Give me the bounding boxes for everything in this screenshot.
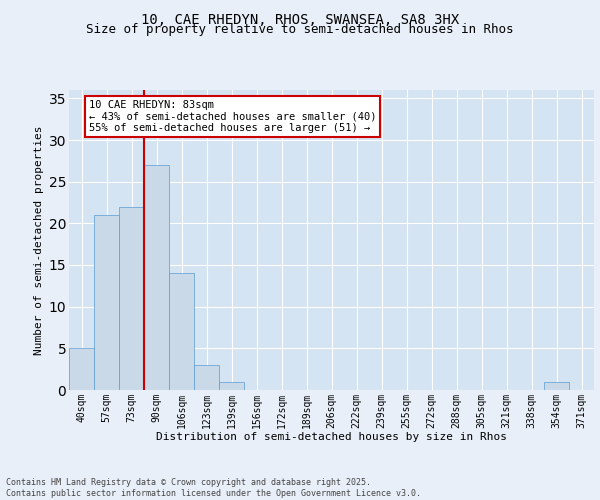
- Bar: [194, 365, 219, 390]
- Text: Size of property relative to semi-detached houses in Rhos: Size of property relative to semi-detach…: [86, 22, 514, 36]
- Bar: [69, 348, 94, 390]
- Bar: [144, 165, 169, 390]
- Bar: [544, 382, 569, 390]
- Text: 10, CAE RHEDYN, RHOS, SWANSEA, SA8 3HX: 10, CAE RHEDYN, RHOS, SWANSEA, SA8 3HX: [141, 12, 459, 26]
- Y-axis label: Number of semi-detached properties: Number of semi-detached properties: [34, 125, 44, 355]
- Bar: [219, 382, 244, 390]
- Bar: [119, 206, 144, 390]
- Bar: [94, 215, 119, 390]
- X-axis label: Distribution of semi-detached houses by size in Rhos: Distribution of semi-detached houses by …: [156, 432, 507, 442]
- Text: Contains HM Land Registry data © Crown copyright and database right 2025.
Contai: Contains HM Land Registry data © Crown c…: [6, 478, 421, 498]
- Bar: [169, 274, 194, 390]
- Text: 10 CAE RHEDYN: 83sqm
← 43% of semi-detached houses are smaller (40)
55% of semi-: 10 CAE RHEDYN: 83sqm ← 43% of semi-detac…: [89, 100, 377, 133]
